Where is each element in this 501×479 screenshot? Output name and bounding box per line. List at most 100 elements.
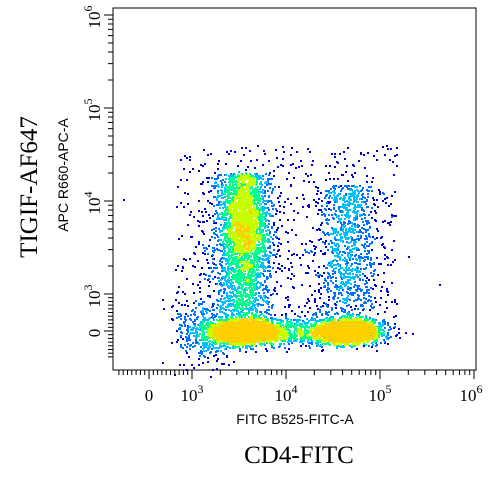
event-dot (213, 205, 215, 207)
event-dot (209, 340, 211, 342)
event-dot (370, 257, 372, 259)
event-dot (368, 186, 370, 188)
event-dot (328, 208, 330, 210)
event-dot (234, 307, 236, 309)
event-dot (257, 200, 259, 202)
event-dot (264, 153, 266, 155)
event-dot (188, 356, 190, 358)
event-dot (262, 304, 264, 306)
event-dot (317, 275, 319, 277)
event-dot (350, 199, 352, 201)
event-dot (338, 208, 340, 210)
event-dot (290, 184, 292, 186)
event-dot (274, 231, 276, 233)
event-dot (317, 344, 319, 346)
event-dot (357, 308, 359, 310)
event-dot (228, 195, 230, 197)
event-dot (291, 310, 293, 312)
event-dot (193, 313, 195, 315)
event-dot (279, 211, 281, 213)
event-dot (390, 203, 392, 205)
event-dot (211, 185, 213, 187)
event-dot (311, 294, 313, 296)
event-dot (293, 177, 295, 179)
event-dot (258, 192, 260, 194)
event-dot (232, 215, 234, 217)
event-dot (204, 278, 206, 280)
event-dot (256, 180, 258, 182)
event-dot (275, 213, 277, 215)
event-dot (339, 287, 341, 289)
event-dot (383, 330, 385, 332)
event-dot (356, 201, 358, 203)
event-dot (234, 347, 236, 349)
event-dot (376, 199, 378, 201)
event-dot (349, 299, 351, 301)
event-dot (293, 275, 295, 277)
event-dot (276, 322, 278, 324)
event-dot (344, 245, 346, 247)
event-dot (266, 350, 268, 352)
event-dot (350, 231, 352, 233)
event-dot (314, 298, 316, 300)
event-dot (221, 270, 223, 272)
event-dot (350, 255, 352, 257)
event-dot (366, 237, 368, 239)
event-dot (263, 223, 265, 225)
event-dot (214, 187, 216, 189)
event-dot (273, 222, 275, 224)
event-dot (340, 285, 342, 287)
event-dot (203, 233, 205, 235)
event-dot (287, 328, 289, 330)
event-dot (185, 319, 187, 321)
event-dot (321, 275, 323, 277)
event-dot (360, 268, 362, 270)
event-dot (273, 175, 275, 177)
event-dot (249, 255, 251, 257)
event-dot (333, 231, 335, 233)
event-dot (211, 203, 213, 205)
event-dot (221, 285, 223, 287)
event-dot (368, 252, 370, 254)
event-dot (346, 207, 348, 209)
event-dot (259, 218, 261, 220)
event-dot (231, 189, 233, 191)
event-dot (207, 328, 209, 330)
event-dot (247, 174, 249, 176)
event-dot (354, 172, 356, 174)
event-dot (199, 326, 201, 328)
event-dot (318, 239, 320, 241)
event-dot (222, 179, 224, 181)
event-dot (393, 240, 395, 242)
event-dot (218, 347, 220, 349)
event-dot (374, 340, 376, 342)
event-dot (293, 287, 295, 289)
event-dot (254, 198, 256, 200)
event-dot (199, 221, 201, 223)
event-dot (300, 264, 302, 266)
event-dot (209, 343, 211, 345)
event-dot (333, 190, 335, 192)
event-dot (355, 305, 357, 307)
event-dot (266, 225, 268, 227)
event-dot (217, 215, 219, 217)
event-dot (248, 258, 250, 260)
event-dot (266, 240, 268, 242)
event-dot (241, 147, 243, 149)
event-dot (323, 282, 325, 284)
event-dot (369, 262, 371, 264)
event-dot (194, 332, 196, 334)
event-dot (366, 289, 368, 291)
event-dot (267, 190, 269, 192)
event-dot (263, 216, 265, 218)
event-dot (239, 266, 241, 268)
event-dot (250, 160, 252, 162)
event-dot (257, 305, 259, 307)
event-dot (189, 171, 191, 173)
event-dot (306, 324, 308, 326)
event-dot (230, 292, 232, 294)
event-dot (344, 185, 346, 187)
event-dot (390, 148, 392, 150)
event-dot (198, 304, 200, 306)
event-dot (391, 214, 393, 216)
